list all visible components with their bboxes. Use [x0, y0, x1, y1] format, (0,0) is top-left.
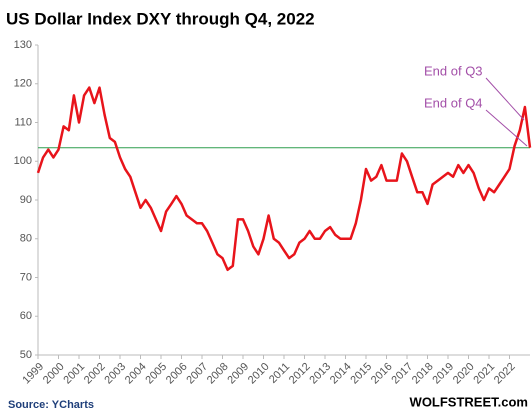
x-tick-label: 2002 — [82, 361, 108, 387]
data-line — [36, 86, 532, 272]
annotation-arrow — [485, 77, 525, 121]
x-tick-label: 2019 — [430, 361, 456, 387]
x-tick-label: 2015 — [348, 361, 374, 387]
x-tick-label: 2012 — [287, 361, 313, 387]
source: Source: YCharts — [8, 399, 94, 411]
y-tick-label: 70 — [20, 271, 32, 283]
x-tick-label: 2011 — [267, 361, 292, 386]
x-tick-label: 2020 — [451, 361, 477, 387]
x-tick-label: 2017 — [389, 361, 415, 387]
y-tick-label: 50 — [20, 349, 32, 361]
x-tick-label: 2005 — [143, 361, 169, 387]
x-tick-label: 2008 — [205, 361, 231, 387]
x-tick-label: 2003 — [102, 361, 128, 387]
x-tick-label: 2009 — [225, 361, 251, 387]
annotation-arrow — [485, 109, 528, 147]
y-tick-label: 100 — [14, 155, 32, 167]
x-tick-label: 2000 — [41, 361, 67, 387]
chart-title: US Dollar Index DXY through Q4, 2022 — [6, 9, 315, 28]
x-tick-label: 2016 — [369, 361, 395, 387]
annotation: End of Q3 — [424, 63, 483, 78]
x-tick-label: 2004 — [123, 361, 149, 387]
y-tick-label: 90 — [20, 194, 32, 206]
y-tick-label: 60 — [20, 310, 32, 322]
x-tick-label: 2014 — [328, 361, 354, 387]
y-tick-label: 110 — [14, 116, 32, 128]
x-tick-label: 2001 — [61, 361, 87, 387]
annotation: End of Q4 — [424, 95, 483, 110]
x-tick-label: 2010 — [246, 361, 272, 387]
x-tick-label: 1999 — [20, 361, 46, 387]
y-tick-label: 130 — [14, 39, 32, 51]
x-tick-label: 2022 — [492, 361, 518, 387]
y-tick-label: 80 — [20, 233, 32, 245]
x-tick-label: 2006 — [164, 361, 190, 387]
brand: WOLFSTREET.com — [410, 394, 528, 409]
x-tick-label: 2018 — [410, 361, 436, 387]
x-tick-label: 2021 — [471, 361, 497, 387]
y-tick-label: 120 — [14, 78, 32, 90]
x-tick-label: 2007 — [184, 361, 210, 387]
x-tick-label: 2013 — [307, 361, 333, 387]
